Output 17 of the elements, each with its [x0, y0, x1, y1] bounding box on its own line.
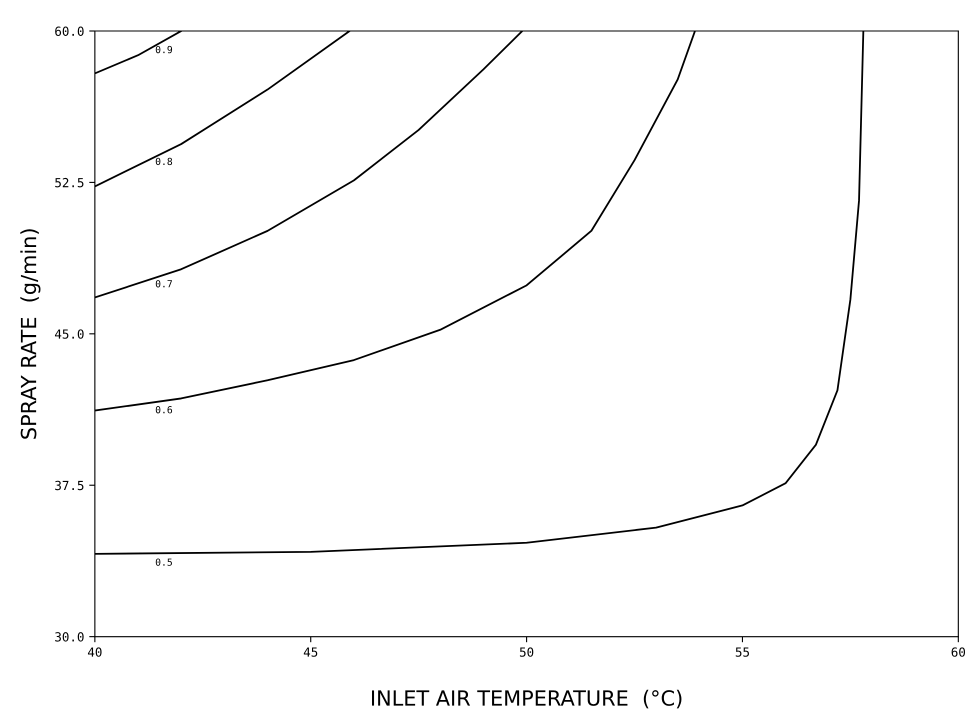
y-tick-label: 45.0	[54, 329, 84, 339]
x-axis-title: INLET AIR TEMPERATURE (°C)	[372, 690, 682, 708]
y-tick-label: 30.0	[55, 632, 84, 642]
y-tick-label: 37.5	[55, 480, 84, 490]
x-tick-label: 40	[88, 647, 102, 657]
series-label: 0.8	[156, 158, 172, 166]
series-label: 0.5	[156, 558, 172, 566]
series-label: 0.6	[156, 406, 172, 414]
x-tick-label: 60	[952, 647, 966, 657]
series-label: 0.7	[156, 280, 172, 288]
x-tick-label: 45	[304, 648, 318, 657]
y-axis-title: SPRAY RATE (g/min)	[20, 229, 40, 439]
x-tick-label: 55	[736, 648, 749, 657]
y-tick-label: 52.5	[55, 178, 84, 188]
y-tick-label: 60.0	[55, 26, 84, 36]
x-tick-label: 50	[520, 647, 534, 657]
series-label: 0.9	[156, 46, 172, 54]
